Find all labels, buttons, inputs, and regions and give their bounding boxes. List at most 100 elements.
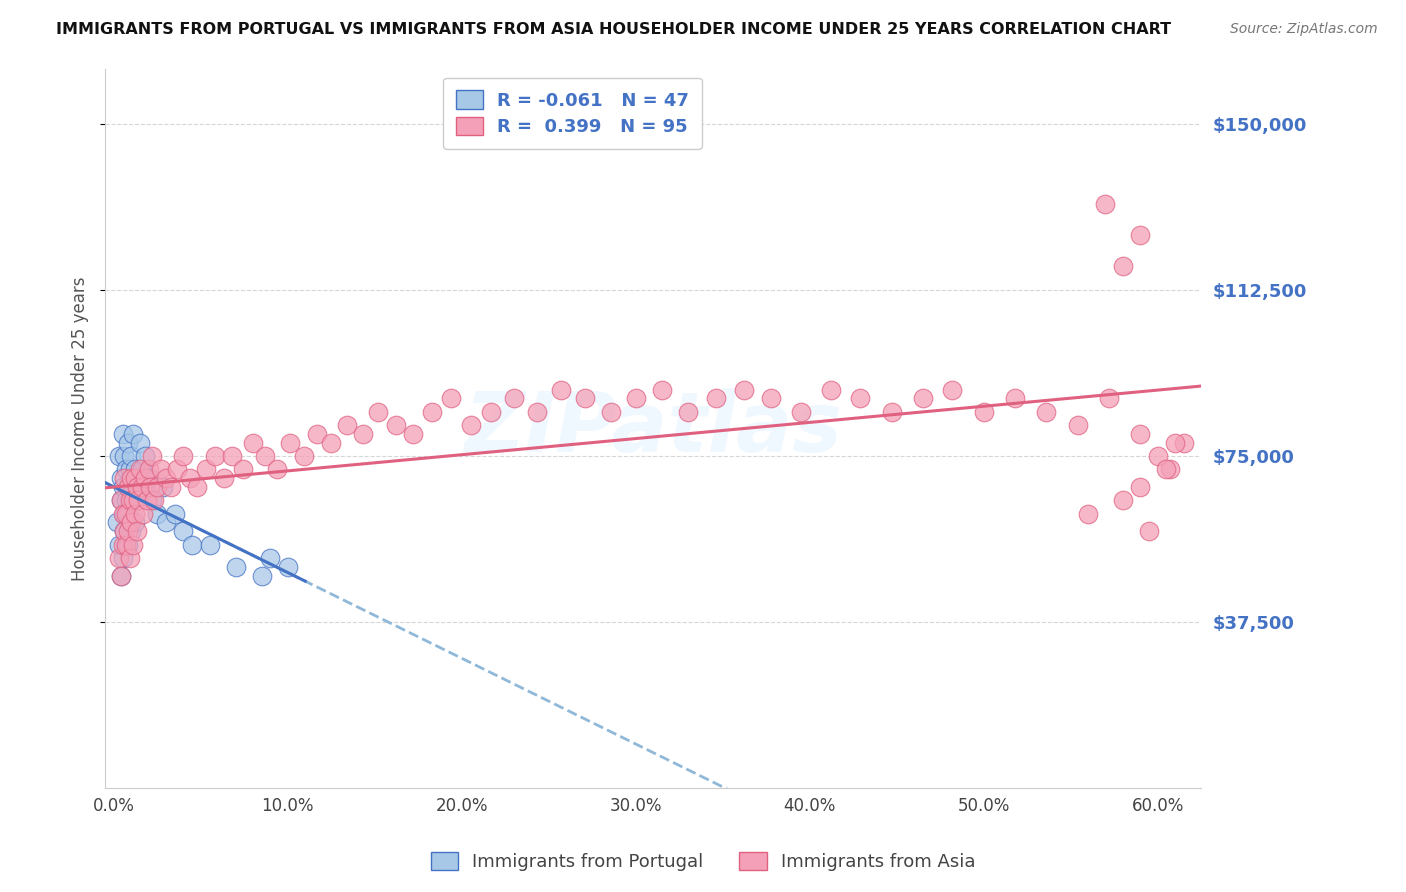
Point xyxy=(124,471,146,485)
Point xyxy=(110,493,132,508)
Point xyxy=(155,516,177,530)
Point xyxy=(124,516,146,530)
Point xyxy=(1129,480,1152,494)
Point xyxy=(160,480,183,494)
Point xyxy=(277,559,299,574)
Point xyxy=(1137,524,1160,539)
Point xyxy=(1146,449,1168,463)
Point xyxy=(1164,435,1187,450)
Point xyxy=(139,480,162,494)
Point xyxy=(307,426,329,441)
Point xyxy=(1112,493,1135,508)
Point xyxy=(141,493,163,508)
Point xyxy=(115,507,138,521)
Point xyxy=(503,392,526,406)
Point xyxy=(146,507,169,521)
Point xyxy=(117,435,139,450)
Point xyxy=(142,493,165,508)
Point xyxy=(132,507,155,521)
Point xyxy=(120,471,142,485)
Point xyxy=(733,383,755,397)
Point xyxy=(120,516,142,530)
Point xyxy=(122,493,145,508)
Point xyxy=(384,418,406,433)
Point xyxy=(125,480,148,494)
Point xyxy=(111,550,134,565)
Point xyxy=(1129,426,1152,441)
Point xyxy=(880,405,903,419)
Point xyxy=(129,435,152,450)
Point xyxy=(352,426,374,441)
Point xyxy=(155,471,177,485)
Point xyxy=(115,493,138,508)
Point xyxy=(651,383,673,397)
Point xyxy=(146,480,169,494)
Point xyxy=(117,480,139,494)
Point xyxy=(117,524,139,539)
Point xyxy=(141,449,163,463)
Point xyxy=(134,449,156,463)
Point xyxy=(108,538,131,552)
Point xyxy=(163,507,186,521)
Point xyxy=(402,426,425,441)
Point xyxy=(120,449,142,463)
Point xyxy=(117,538,139,552)
Point xyxy=(292,449,315,463)
Point xyxy=(198,538,221,552)
Point xyxy=(125,471,148,485)
Point xyxy=(112,449,135,463)
Point xyxy=(574,392,596,406)
Point xyxy=(118,493,141,508)
Point xyxy=(941,383,963,397)
Point xyxy=(149,462,172,476)
Point xyxy=(110,568,132,582)
Point xyxy=(225,559,247,574)
Point xyxy=(118,550,141,565)
Point xyxy=(204,449,226,463)
Point xyxy=(110,493,132,508)
Point xyxy=(254,449,277,463)
Point xyxy=(820,383,842,397)
Point xyxy=(136,493,159,508)
Point xyxy=(195,462,218,476)
Point xyxy=(125,524,148,539)
Point xyxy=(278,435,301,450)
Point xyxy=(152,480,174,494)
Point xyxy=(110,568,132,582)
Text: Source: ZipAtlas.com: Source: ZipAtlas.com xyxy=(1230,22,1378,37)
Point xyxy=(676,405,699,419)
Point xyxy=(166,462,188,476)
Point xyxy=(131,462,153,476)
Point xyxy=(105,516,128,530)
Point xyxy=(600,405,623,419)
Point xyxy=(173,524,195,539)
Point xyxy=(336,418,359,433)
Point xyxy=(127,493,149,508)
Point xyxy=(550,383,572,397)
Point xyxy=(122,538,145,552)
Point xyxy=(790,405,813,419)
Y-axis label: Householder Income Under 25 years: Householder Income Under 25 years xyxy=(72,277,89,581)
Point xyxy=(132,480,155,494)
Point xyxy=(221,449,243,463)
Point xyxy=(1035,405,1057,419)
Point xyxy=(212,471,235,485)
Point xyxy=(108,449,131,463)
Point xyxy=(111,480,134,494)
Text: ZIPatlas: ZIPatlas xyxy=(464,388,842,469)
Point xyxy=(129,462,152,476)
Point xyxy=(131,480,153,494)
Point xyxy=(704,392,727,406)
Point xyxy=(1156,462,1178,476)
Point xyxy=(111,426,134,441)
Point xyxy=(1077,507,1099,521)
Point xyxy=(115,538,138,552)
Point xyxy=(118,462,141,476)
Point xyxy=(138,462,160,476)
Point xyxy=(120,493,142,508)
Point xyxy=(186,480,208,494)
Legend: R = -0.061   N = 47, R =  0.399   N = 95: R = -0.061 N = 47, R = 0.399 N = 95 xyxy=(443,78,702,149)
Point xyxy=(1066,418,1088,433)
Point xyxy=(250,568,273,582)
Point xyxy=(127,493,149,508)
